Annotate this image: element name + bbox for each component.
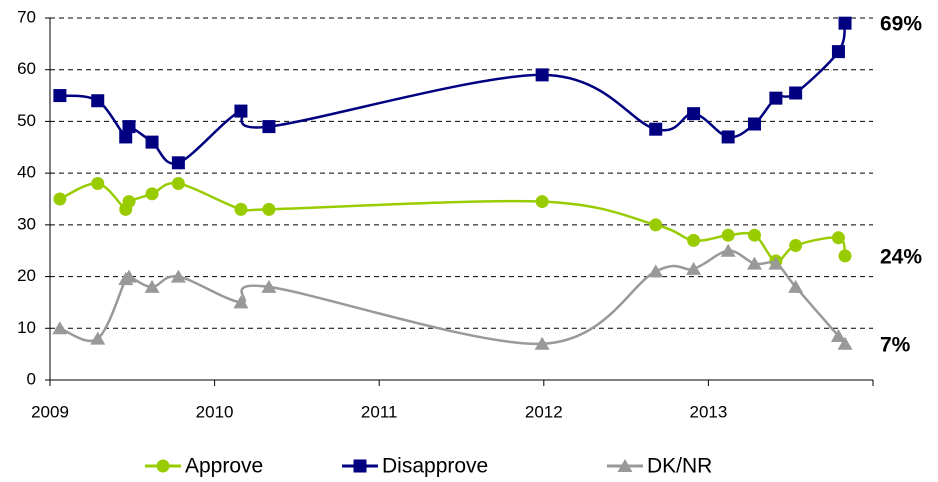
legend-label: Approve <box>185 455 263 478</box>
y-tick-label: 70 <box>17 7 36 26</box>
data-point <box>122 195 136 209</box>
data-point <box>119 130 133 144</box>
data-point <box>720 243 736 257</box>
legend-label: Disapprove <box>382 455 488 478</box>
data-point <box>789 239 803 253</box>
data-point <box>534 336 550 350</box>
x-tick-label: 2009 <box>31 402 69 421</box>
data-point <box>91 176 105 190</box>
data-point <box>53 192 67 206</box>
data-point <box>649 218 663 232</box>
data-point <box>721 130 735 144</box>
end-label: 69% <box>880 13 922 36</box>
data-point <box>648 264 664 278</box>
data-point <box>535 195 549 209</box>
data-point <box>687 107 701 121</box>
data-point <box>838 249 852 263</box>
data-point <box>262 120 276 134</box>
data-point <box>121 269 137 283</box>
data-point <box>747 117 761 131</box>
legend-marker <box>353 459 367 473</box>
legend-label: DK/NR <box>647 455 712 478</box>
data-point <box>769 91 783 105</box>
data-point <box>789 86 803 100</box>
data-point <box>145 187 159 201</box>
data-point <box>171 156 185 170</box>
data-point <box>687 233 701 247</box>
data-point <box>831 45 845 59</box>
y-tick-label: 30 <box>17 214 36 233</box>
data-point <box>90 331 106 345</box>
data-point <box>838 16 852 30</box>
data-point <box>170 269 186 283</box>
data-point <box>53 89 67 103</box>
legend-marker <box>156 459 170 473</box>
y-tick-label: 10 <box>17 318 36 337</box>
data-point <box>788 279 804 293</box>
data-point <box>91 94 105 108</box>
data-point <box>145 135 159 149</box>
data-point <box>234 202 248 216</box>
x-tick-label: 2012 <box>525 402 563 421</box>
y-tick-label: 20 <box>17 266 36 285</box>
x-tick-label: 2013 <box>689 402 727 421</box>
data-point <box>831 231 845 245</box>
series-line <box>59 249 846 346</box>
y-tick-label: 60 <box>17 59 36 78</box>
data-point <box>122 120 136 134</box>
data-point <box>261 279 277 293</box>
data-point <box>234 104 248 118</box>
data-point <box>686 261 702 275</box>
y-tick-label: 40 <box>17 163 36 182</box>
data-point <box>535 68 549 82</box>
data-point <box>52 321 68 335</box>
x-tick-label: 2011 <box>361 402 398 421</box>
data-point <box>768 256 784 270</box>
data-point <box>262 202 276 216</box>
data-point <box>747 228 761 242</box>
data-point <box>837 336 853 350</box>
y-tick-label: 50 <box>17 111 36 130</box>
data-point <box>171 176 185 190</box>
data-point <box>721 228 735 242</box>
data-point <box>233 295 249 309</box>
data-point <box>746 256 762 270</box>
end-label: 7% <box>880 333 911 356</box>
end-label: 24% <box>880 245 922 268</box>
data-point <box>144 279 160 293</box>
legend-marker <box>617 459 633 472</box>
data-point <box>649 122 663 136</box>
data-point <box>830 329 846 343</box>
y-tick-label: 0 <box>27 369 36 388</box>
x-tick-label: 2010 <box>196 402 234 421</box>
